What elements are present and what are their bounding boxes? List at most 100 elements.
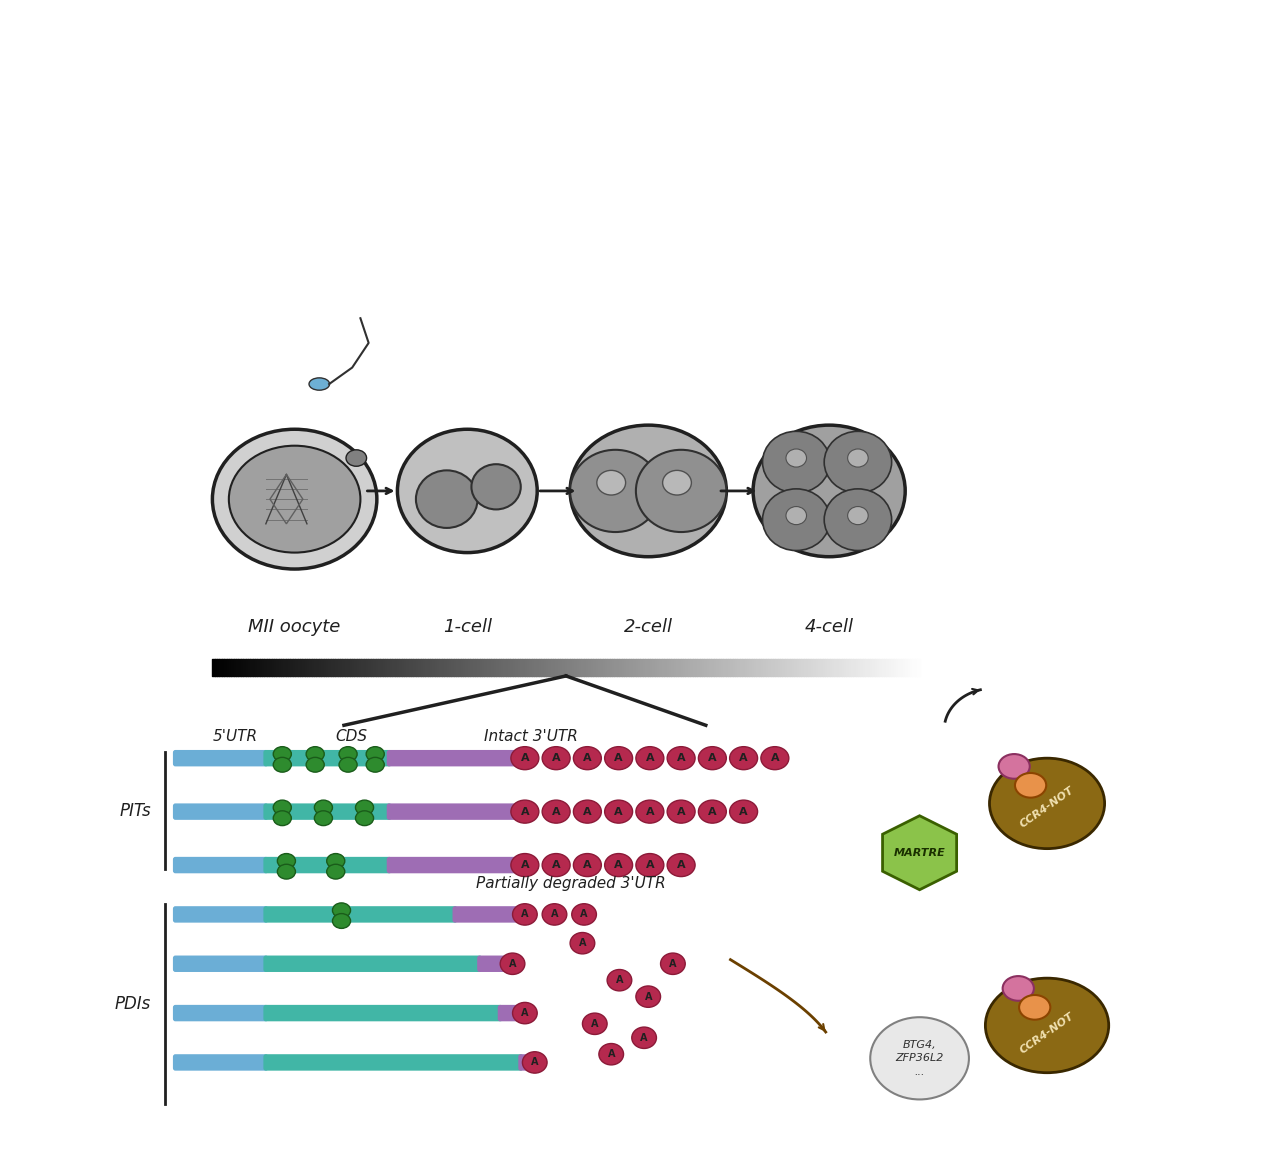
Ellipse shape xyxy=(663,471,691,495)
Ellipse shape xyxy=(229,445,361,553)
Ellipse shape xyxy=(522,1052,547,1074)
Ellipse shape xyxy=(570,450,660,532)
Text: A: A xyxy=(552,753,561,764)
Text: A: A xyxy=(669,959,677,968)
Ellipse shape xyxy=(730,801,758,823)
Ellipse shape xyxy=(986,978,1108,1073)
Ellipse shape xyxy=(356,801,374,815)
Ellipse shape xyxy=(699,801,726,823)
Ellipse shape xyxy=(786,449,806,467)
Text: A: A xyxy=(740,806,748,817)
Text: A: A xyxy=(645,806,654,817)
Ellipse shape xyxy=(1015,773,1046,797)
Ellipse shape xyxy=(607,970,632,990)
Ellipse shape xyxy=(212,429,376,569)
Ellipse shape xyxy=(416,471,477,528)
FancyBboxPatch shape xyxy=(264,956,483,972)
Ellipse shape xyxy=(1002,977,1034,1001)
Ellipse shape xyxy=(572,904,596,926)
Ellipse shape xyxy=(763,489,829,551)
Text: 2-cell: 2-cell xyxy=(623,618,673,636)
Ellipse shape xyxy=(573,854,602,877)
Ellipse shape xyxy=(306,758,324,772)
FancyBboxPatch shape xyxy=(264,803,392,820)
Ellipse shape xyxy=(543,746,570,769)
FancyBboxPatch shape xyxy=(173,1054,269,1070)
Ellipse shape xyxy=(599,1044,623,1064)
Ellipse shape xyxy=(573,746,602,769)
Text: 5'UTR: 5'UTR xyxy=(212,729,257,744)
FancyBboxPatch shape xyxy=(173,803,269,820)
Text: A: A xyxy=(579,938,586,949)
Ellipse shape xyxy=(636,746,664,769)
Text: A: A xyxy=(614,860,623,870)
FancyBboxPatch shape xyxy=(264,857,392,874)
Ellipse shape xyxy=(699,746,726,769)
Ellipse shape xyxy=(824,489,892,551)
Text: MARTRE: MARTRE xyxy=(893,848,946,857)
Text: A: A xyxy=(508,959,516,968)
Ellipse shape xyxy=(753,425,905,557)
FancyBboxPatch shape xyxy=(173,1005,269,1022)
Text: A: A xyxy=(584,806,591,817)
Ellipse shape xyxy=(632,1027,657,1048)
Text: A: A xyxy=(708,753,717,764)
Ellipse shape xyxy=(998,754,1030,779)
Ellipse shape xyxy=(636,986,660,1008)
Text: BTG4,
ZFP36L2
...: BTG4, ZFP36L2 ... xyxy=(896,1040,943,1076)
Ellipse shape xyxy=(989,758,1105,848)
FancyBboxPatch shape xyxy=(264,906,457,922)
Ellipse shape xyxy=(667,801,695,823)
Ellipse shape xyxy=(667,854,695,877)
Ellipse shape xyxy=(278,864,296,879)
Ellipse shape xyxy=(604,746,632,769)
Ellipse shape xyxy=(278,854,296,869)
Ellipse shape xyxy=(596,471,626,495)
Ellipse shape xyxy=(273,758,292,772)
Ellipse shape xyxy=(573,801,602,823)
Ellipse shape xyxy=(543,904,567,926)
Ellipse shape xyxy=(1019,995,1051,1019)
Text: PDIs: PDIs xyxy=(114,995,151,1012)
Polygon shape xyxy=(882,816,956,890)
Ellipse shape xyxy=(500,953,525,974)
Text: A: A xyxy=(645,753,654,764)
Ellipse shape xyxy=(471,464,521,509)
FancyBboxPatch shape xyxy=(453,906,524,922)
Text: A: A xyxy=(584,860,591,870)
Text: A: A xyxy=(640,1033,648,1042)
FancyBboxPatch shape xyxy=(387,857,524,874)
Ellipse shape xyxy=(660,953,685,974)
Ellipse shape xyxy=(636,854,664,877)
Ellipse shape xyxy=(326,864,344,879)
FancyBboxPatch shape xyxy=(173,956,269,972)
Text: 1-cell: 1-cell xyxy=(443,618,492,636)
FancyBboxPatch shape xyxy=(387,803,524,820)
Text: A: A xyxy=(552,806,561,817)
Text: A: A xyxy=(616,975,623,986)
Text: A: A xyxy=(708,806,717,817)
Text: CCR4-NOT: CCR4-NOT xyxy=(1018,1011,1076,1056)
Text: A: A xyxy=(552,860,561,870)
FancyBboxPatch shape xyxy=(387,750,524,766)
Ellipse shape xyxy=(315,801,333,815)
Text: PITs: PITs xyxy=(119,802,151,820)
Ellipse shape xyxy=(667,746,695,769)
Ellipse shape xyxy=(730,746,758,769)
Text: A: A xyxy=(677,806,685,817)
Ellipse shape xyxy=(397,429,538,553)
Ellipse shape xyxy=(339,746,357,761)
Ellipse shape xyxy=(786,507,806,524)
Text: A: A xyxy=(521,1008,529,1018)
Text: A: A xyxy=(591,1019,599,1029)
Ellipse shape xyxy=(636,450,726,532)
Text: Partially degraded 3'UTR: Partially degraded 3'UTR xyxy=(476,876,666,891)
Ellipse shape xyxy=(570,425,726,557)
Ellipse shape xyxy=(315,811,333,826)
Ellipse shape xyxy=(308,378,329,390)
Ellipse shape xyxy=(847,507,868,524)
Ellipse shape xyxy=(366,758,384,772)
Ellipse shape xyxy=(570,933,595,953)
Ellipse shape xyxy=(824,432,892,493)
Text: A: A xyxy=(521,909,529,920)
